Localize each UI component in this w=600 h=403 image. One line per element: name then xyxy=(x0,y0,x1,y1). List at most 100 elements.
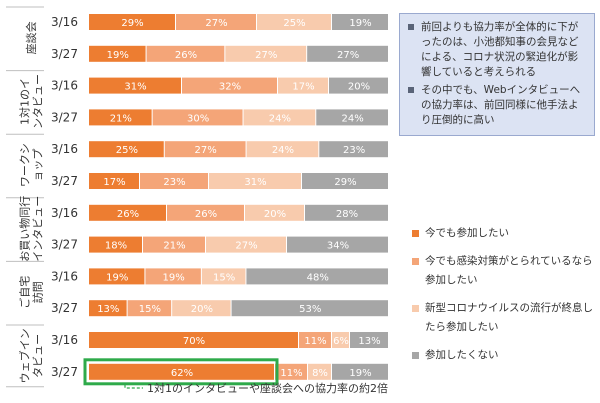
bar-segment xyxy=(332,332,349,348)
row-date-label: 3/27 xyxy=(51,301,78,315)
bar-segment xyxy=(275,363,307,380)
bar-segment xyxy=(143,236,205,253)
bar-segment xyxy=(152,109,243,126)
bar-segment xyxy=(89,109,152,126)
legend-item: 参加したくない xyxy=(412,346,600,365)
bar-segment xyxy=(278,77,328,94)
bar-segment xyxy=(167,204,244,221)
legend-label: 参加したくない xyxy=(425,349,499,361)
bar-segment xyxy=(316,109,388,126)
legend-item: 今でも参加したい xyxy=(412,224,600,243)
bar-value-label: 6% xyxy=(333,336,349,347)
bar-value-label: 13% xyxy=(358,336,380,347)
legend-label: 参加したい xyxy=(425,274,478,286)
bar-segment xyxy=(231,300,388,317)
bar-segment xyxy=(302,173,388,189)
bar-value-label: 27% xyxy=(255,50,277,61)
bar-segment xyxy=(350,332,388,348)
category-label: ウェブインタビュー xyxy=(18,328,45,383)
bar-segment xyxy=(329,77,388,94)
highlight-box xyxy=(83,358,279,386)
commentary-item: その中でも、Webインタビューへの協力率は、前回同様に他手法より圧倒的に高い xyxy=(408,83,586,128)
bar-value-label: 15% xyxy=(139,304,161,315)
bar-segment xyxy=(89,363,274,380)
bar-segment xyxy=(89,77,181,94)
bar-value-label: 27% xyxy=(195,145,217,156)
bar-value-label: 11% xyxy=(280,368,302,379)
commentary-box: 前回よりも協力率が全体的に下がったのは、小池都知事の会見などによる、コロナ状況の… xyxy=(399,13,595,136)
bar-value-label: 19% xyxy=(349,18,371,29)
bar-segment xyxy=(319,141,388,158)
bar-segment xyxy=(307,45,388,62)
bar-segment xyxy=(257,14,331,30)
bar-segment xyxy=(89,14,175,30)
bar-segment xyxy=(89,141,164,158)
bar-value-label: 17% xyxy=(103,177,125,188)
bar-segment xyxy=(201,268,246,285)
bar-segment xyxy=(243,109,316,126)
bar-value-label: 20% xyxy=(348,82,370,93)
legend-item: 今でも感染対策がとられているなら 参加したい xyxy=(412,252,600,290)
row-date-label: 3/16 xyxy=(51,15,78,29)
category-label: 1対1のインタビュー xyxy=(18,74,45,129)
bar-value-label: 19% xyxy=(107,50,129,61)
row-date-label: 3/27 xyxy=(51,174,78,188)
commentary-text: 前回よりも協力率が全体的に下がったのは、小池都知事の会見などによる、コロナ状況の… xyxy=(421,21,579,78)
bar-value-label: 30% xyxy=(187,113,209,124)
bar-segment xyxy=(225,45,307,62)
bar-value-label: 19% xyxy=(163,272,185,283)
bar-value-label: 29% xyxy=(121,18,143,29)
row-date-label: 3/27 xyxy=(51,110,78,124)
bar-value-label: 26% xyxy=(195,209,217,220)
row-date-label: 3/16 xyxy=(51,333,78,347)
bar-segment xyxy=(89,236,142,253)
bar-segment xyxy=(172,300,231,317)
legend-label: 新型コロナウイルスの流行が終息し xyxy=(425,302,593,314)
chart-legend: 今でも参加したい 今でも感染対策がとられているなら 参加したい 新型コロナウイル… xyxy=(412,224,600,374)
legend-item: 新型コロナウイルスの流行が終息し たら参加したい xyxy=(412,299,600,337)
bar-segment xyxy=(145,268,201,285)
bar-value-label: 31% xyxy=(124,82,146,93)
category-label: 座談会 xyxy=(24,21,38,54)
bar-segment xyxy=(89,300,127,317)
bar-value-label: 20% xyxy=(191,304,213,315)
bar-value-label: 25% xyxy=(283,18,305,29)
legend-label: 今でも感染対策がとられているなら xyxy=(425,255,593,267)
bar-value-label: 11% xyxy=(304,336,326,347)
bar-value-label: 20% xyxy=(264,209,286,220)
bar-segment xyxy=(287,236,388,253)
bar-segment xyxy=(209,173,301,189)
bar-value-label: 8% xyxy=(312,368,328,379)
bar-segment xyxy=(299,332,331,348)
bar-value-label: 17% xyxy=(292,82,314,93)
bar-segment xyxy=(206,236,286,253)
bar-value-label: 70% xyxy=(183,336,205,347)
bar-value-label: 15% xyxy=(213,272,235,283)
bar-value-label: 28% xyxy=(336,209,358,220)
bar-value-label: 29% xyxy=(334,177,356,188)
bar-segment xyxy=(332,363,388,380)
legend-swatch xyxy=(412,352,419,359)
bar-value-label: 24% xyxy=(269,113,291,124)
category-label: ご自宅訪問 xyxy=(18,276,45,309)
bar-segment xyxy=(89,268,145,285)
bar-value-label: 26% xyxy=(175,50,197,61)
bar-segment xyxy=(246,268,388,285)
row-date-label: 3/27 xyxy=(51,365,78,379)
bar-segment xyxy=(146,45,225,62)
bar-value-label: 25% xyxy=(116,145,138,156)
bar-segment xyxy=(164,141,246,158)
bar-value-label: 31% xyxy=(244,177,266,188)
bar-segment xyxy=(332,14,388,30)
bar-value-label: 21% xyxy=(110,113,132,124)
square-bullet-icon xyxy=(408,24,414,30)
row-date-label: 3/16 xyxy=(51,206,78,220)
bar-value-label: 13% xyxy=(97,304,119,315)
row-date-label: 3/16 xyxy=(51,269,78,283)
bar-value-label: 53% xyxy=(299,304,321,315)
bar-value-label: 24% xyxy=(272,145,294,156)
annotation-connector xyxy=(124,384,143,389)
bar-value-label: 24% xyxy=(342,113,364,124)
bar-segment xyxy=(182,77,277,94)
